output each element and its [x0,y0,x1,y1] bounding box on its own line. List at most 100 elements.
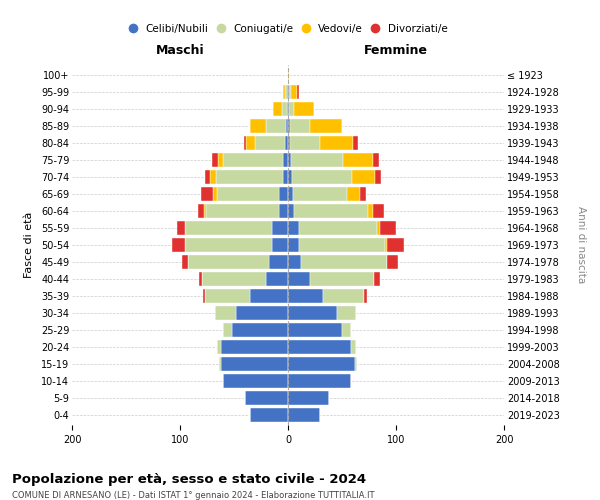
Bar [343,153,373,168]
Bar [290,119,310,134]
Bar [285,85,287,100]
Bar [219,356,221,371]
Bar [223,153,283,168]
Bar [299,238,385,252]
Bar [199,272,202,286]
Bar [217,340,221,354]
Bar [374,272,380,286]
Bar [347,187,361,202]
Bar [202,272,266,286]
Bar [288,204,295,218]
Bar [283,85,285,100]
Bar [205,170,210,184]
Bar [295,102,314,117]
Bar [295,204,368,218]
Bar [288,119,290,134]
Bar [266,272,288,286]
Bar [232,322,288,337]
Text: Maschi: Maschi [155,44,205,57]
Bar [288,170,292,184]
Bar [288,238,299,252]
Bar [288,288,323,303]
Bar [250,408,288,422]
Bar [377,221,380,235]
Bar [185,221,272,235]
Text: COMUNE DI ARNESANO (LE) - Dati ISTAT 1° gennaio 2024 - Elaborazione TUTTITALIA.I: COMUNE DI ARNESANO (LE) - Dati ISTAT 1° … [12,491,374,500]
Bar [272,221,288,235]
Y-axis label: Anni di nascita: Anni di nascita [577,206,586,284]
Bar [376,170,381,184]
Bar [342,322,350,337]
Bar [182,255,188,269]
Bar [199,204,204,218]
Bar [293,187,347,202]
Bar [287,102,288,117]
Bar [380,221,396,235]
Text: Popolazione per età, sesso e stato civile - 2024: Popolazione per età, sesso e stato civil… [12,472,366,486]
Bar [288,102,289,117]
Bar [266,119,286,134]
Bar [289,85,291,100]
Bar [215,306,236,320]
Bar [310,272,374,286]
Bar [185,238,272,252]
Bar [368,204,373,218]
Bar [288,68,289,82]
Bar [283,170,288,184]
Bar [310,119,342,134]
Bar [288,272,310,286]
Bar [200,187,214,202]
Bar [236,306,288,320]
Bar [205,288,250,303]
Bar [290,136,320,150]
Bar [288,374,350,388]
Legend: Celibi/Nubili, Coniugati/e, Vedovi/e, Divorziati/e: Celibi/Nubili, Coniugati/e, Vedovi/e, Di… [124,20,452,38]
Bar [188,255,269,269]
Bar [288,187,293,202]
Bar [296,85,299,100]
Bar [203,288,205,303]
Bar [385,238,388,252]
Bar [246,136,254,150]
Bar [281,102,287,117]
Bar [287,85,288,100]
Bar [245,390,288,405]
Bar [350,340,356,354]
Bar [288,306,337,320]
Bar [223,322,232,337]
Bar [218,153,223,168]
Bar [337,306,356,320]
Bar [288,408,320,422]
Bar [299,221,377,235]
Bar [288,340,350,354]
Bar [217,187,280,202]
Bar [288,221,299,235]
Bar [288,322,342,337]
Bar [288,136,290,150]
Bar [269,255,288,269]
Bar [291,85,296,100]
Bar [289,102,295,117]
Bar [301,255,388,269]
Bar [204,204,206,218]
Bar [280,187,288,202]
Bar [373,153,379,168]
Text: Femmine: Femmine [364,44,428,57]
Bar [223,374,288,388]
Bar [288,255,301,269]
Bar [280,204,288,218]
Bar [388,255,398,269]
Y-axis label: Fasce di età: Fasce di età [24,212,34,278]
Bar [353,136,358,150]
Bar [254,136,285,150]
Bar [172,238,185,252]
Bar [214,187,217,202]
Bar [352,170,376,184]
Bar [364,288,367,303]
Bar [177,221,185,235]
Bar [273,102,281,117]
Bar [206,204,280,218]
Bar [288,390,329,405]
Bar [221,340,288,354]
Bar [283,153,288,168]
